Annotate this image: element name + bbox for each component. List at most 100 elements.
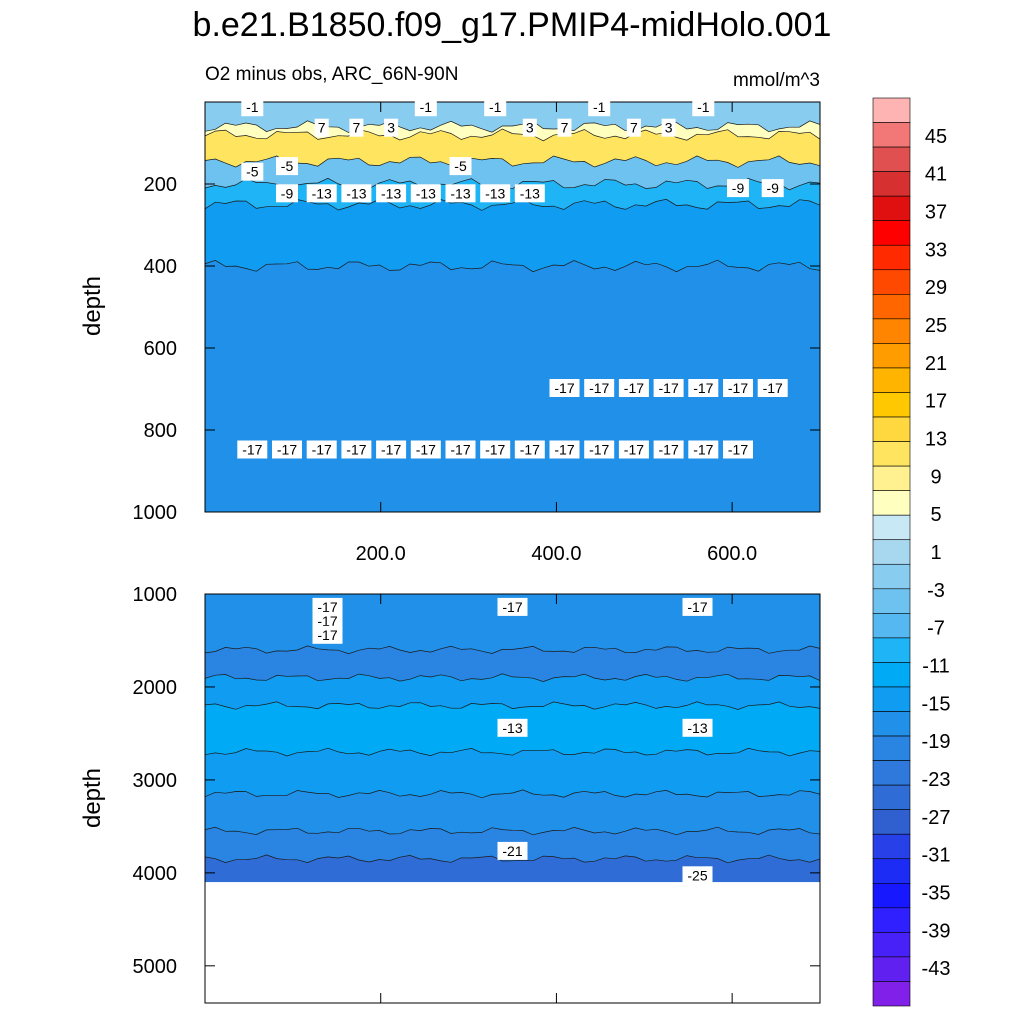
contour-label-box [312, 611, 343, 630]
contour-line [205, 259, 820, 273]
contour-label-box [588, 98, 611, 117]
y-tick-label: 800 [144, 420, 177, 442]
contour-label-box [449, 157, 472, 176]
colorbar-label: 37 [925, 202, 947, 224]
contour-label-text: 7 [318, 120, 326, 136]
colorbar-swatch [872, 882, 911, 909]
contour-label-box [723, 440, 753, 459]
contour-label-box [522, 118, 537, 137]
colorbar-swatch [872, 294, 911, 320]
colorbar-swatch [872, 858, 911, 884]
colorbar-label: -43 [922, 958, 951, 980]
contour-fills [205, 594, 820, 1003]
contour-label: 3 [384, 118, 399, 137]
contour-label-text: 3 [526, 120, 534, 136]
contour-label: -17 [653, 440, 684, 459]
contour-band [205, 854, 820, 883]
contour-label-text: -13 [485, 185, 505, 201]
contour-label-box [314, 118, 329, 137]
colorbar-label: 29 [925, 277, 947, 299]
colorbar-swatch [872, 220, 911, 246]
contour-label-text: -17 [317, 627, 337, 643]
contour-label-box [312, 597, 343, 616]
contour-label-text: -17 [554, 442, 574, 458]
contour-label-text: -17 [658, 442, 678, 458]
contour-label: -17 [682, 597, 713, 616]
contour-label: 7 [349, 118, 364, 137]
contour-label: -1 [414, 98, 437, 117]
colorbar-swatch [872, 343, 911, 369]
contour-label-box [484, 98, 507, 117]
contour-label: -9 [761, 179, 784, 198]
contour-label: -17 [723, 379, 753, 397]
contour-label-box [312, 625, 343, 644]
contour-label: -17 [584, 440, 615, 459]
contour-label-box [480, 184, 511, 203]
contour-label: -17 [306, 440, 337, 459]
contour-label-text: -5 [246, 164, 259, 180]
colorbar-swatch [872, 490, 911, 516]
colorbar-label: -31 [922, 845, 951, 867]
contour-label-box [349, 118, 364, 137]
contour-label-text: -17 [312, 442, 332, 458]
contour-label-text: -1 [489, 99, 502, 115]
contour-label-text: -17 [242, 442, 262, 458]
contour-label-box [445, 184, 476, 203]
contour-label-text: -17 [728, 380, 748, 396]
contour-label: -13 [410, 184, 441, 203]
x-tick-label: 400.0 [531, 543, 581, 565]
contour-label: -17 [514, 440, 545, 459]
colorbar-swatch [872, 465, 911, 491]
colorbar: 45 41 37 33 29 25 21 17 13 9 5 1 -3 -7 -11 -15 -19 -23 -27… [872, 97, 951, 1007]
colorbar-label: -3 [927, 580, 945, 602]
chart-subtitle-left: O2 minus obs, ARC_66N-90N [205, 64, 458, 85]
contour-label: -5 [241, 162, 264, 181]
contour-label-text: 7 [561, 120, 569, 136]
contour-label-text: -21 [502, 843, 522, 859]
plot-frame [204, 101, 821, 513]
contour-label: -13 [480, 184, 511, 203]
contour-label-text: -9 [766, 180, 779, 196]
chart-title: b.e21.B1850.f09_g17.PMIP4-midHolo.001 [193, 6, 832, 44]
colorbar-swatch [872, 686, 911, 712]
colorbar-label: 1 [930, 542, 941, 564]
contour-label: -17 [312, 597, 343, 616]
colorbar-label: 25 [925, 315, 947, 337]
contour-label-box [497, 597, 528, 616]
contour-label-text: -17 [520, 442, 540, 458]
colorbar-label: -35 [922, 883, 951, 905]
contour-label: -17 [688, 379, 719, 397]
colorbar-swatch [872, 613, 911, 639]
contour-label-box [384, 118, 399, 137]
contour-label-box [241, 98, 264, 117]
contour-label-text: -17 [317, 599, 337, 615]
x-tick-label: 600.0 [707, 543, 757, 565]
contour-label-box [618, 440, 649, 459]
contour-label: 7 [314, 118, 329, 137]
no-data-region [205, 882, 820, 1003]
lower-y-axis-label: depth [79, 768, 106, 828]
colorbar-swatch [872, 244, 911, 271]
contour-label-box [757, 379, 788, 397]
contour-label-box [682, 597, 713, 616]
contour-label-text: -25 [687, 867, 707, 883]
contour-label-box [341, 184, 372, 203]
contour-band [205, 129, 820, 168]
contour-label-text: -13 [346, 185, 366, 201]
contour-label-text: -17 [728, 442, 748, 458]
contour-label-box [653, 440, 684, 459]
contour-label-text: -9 [732, 180, 745, 196]
contour-label: -17 [757, 379, 788, 397]
colorbar-swatch [872, 637, 911, 663]
contour-label-box [410, 184, 441, 203]
contour-line [205, 673, 820, 682]
contour-label-box [237, 440, 268, 459]
colorbar-swatch [872, 367, 911, 393]
contour-label: -21 [497, 841, 528, 860]
contour-line [205, 128, 820, 142]
contour-label-text: -17 [485, 442, 505, 458]
colorbar-swatch [872, 809, 911, 835]
contour-label-box [497, 718, 528, 737]
contour-line [205, 120, 820, 133]
